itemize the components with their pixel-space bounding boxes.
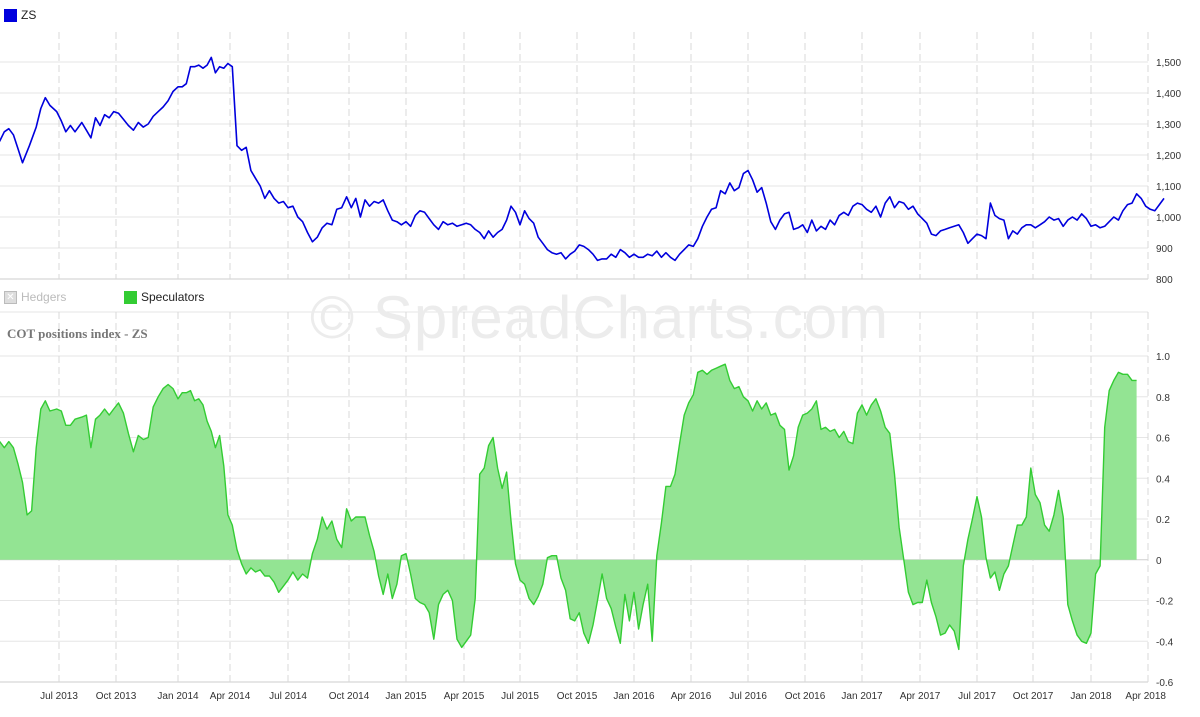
speculators-area xyxy=(0,363,1137,651)
speculators-line xyxy=(0,363,1137,651)
y-tick-label-top: 900 xyxy=(1156,244,1173,255)
x-tick-label: Oct 2013 xyxy=(96,691,137,702)
x-tick-label: Oct 2017 xyxy=(1013,691,1054,702)
x-tick-label: Apr 2016 xyxy=(671,691,712,702)
x-tick-label: Apr 2014 xyxy=(210,691,251,702)
y-tick-label-top: 1,000 xyxy=(1156,213,1181,224)
y-tick-label-bottom: 0.8 xyxy=(1156,393,1170,404)
speculators-legend-swatch xyxy=(124,290,137,304)
zs-legend-swatch xyxy=(4,8,17,22)
y-tick-label-bottom: -0.6 xyxy=(1156,678,1174,689)
x-tick-label: Jan 2014 xyxy=(157,691,199,702)
legend-speculators[interactable]: Speculators xyxy=(124,290,204,304)
x-tick-label: Jul 2013 xyxy=(40,691,78,702)
x-tick-label: Jul 2015 xyxy=(501,691,539,702)
x-tick-label: Jul 2016 xyxy=(729,691,767,702)
hedgers-legend-icon: ✕ xyxy=(4,290,17,304)
y-tick-label-top: 800 xyxy=(1156,275,1173,286)
y-tick-label-bottom: 1.0 xyxy=(1156,352,1170,363)
zs-series-line xyxy=(0,56,1165,262)
hedgers-legend-label: Hedgers xyxy=(21,290,67,304)
zs-price-line xyxy=(0,56,1165,262)
x-tick-label: Apr 2017 xyxy=(900,691,941,702)
speculators-area-fill xyxy=(0,364,1137,650)
y-tick-label-bottom: 0.2 xyxy=(1156,515,1170,526)
y-tick-label-bottom: 0.6 xyxy=(1156,434,1170,445)
legend-zs[interactable]: ZS xyxy=(4,8,36,22)
x-axis-labels: Jul 2013 Oct 2013 Jan 2014 Apr 2014 Jul 2014… xyxy=(40,691,1166,702)
x-tick-label: Oct 2015 xyxy=(557,691,598,702)
y-tick-label-top: 1,300 xyxy=(1156,120,1181,131)
y-axis-labels: 1,500 1,400 1,300 1,200 1,100 1,000 900 800 1.0 0… xyxy=(1156,58,1181,689)
x-tick-label: Jan 2017 xyxy=(841,691,883,702)
x-tick-label: Jan 2016 xyxy=(613,691,655,702)
legend-hedgers[interactable]: ✕ Hedgers xyxy=(4,290,66,304)
y-tick-label-top: 1,400 xyxy=(1156,89,1181,100)
x-tick-label: Apr 2015 xyxy=(444,691,485,702)
x-tick-label: Jan 2015 xyxy=(385,691,427,702)
watermark: © SpreadCharts.com xyxy=(310,284,890,351)
y-tick-label-top: 1,100 xyxy=(1156,182,1181,193)
speculators-legend-label: Speculators xyxy=(141,290,205,304)
y-tick-label-top: 1,200 xyxy=(1156,151,1181,162)
x-tick-label: Oct 2016 xyxy=(785,691,826,702)
y-tick-label-bottom: 0.4 xyxy=(1156,474,1170,485)
lower-chart-title: COT positions index - ZS xyxy=(7,326,148,341)
x-tick-label: Jul 2014 xyxy=(269,691,307,702)
y-tick-label-bottom: 0 xyxy=(1156,556,1162,567)
y-tick-label-bottom: -0.2 xyxy=(1156,597,1174,608)
y-tick-label-top: 1,500 xyxy=(1156,58,1181,69)
x-tick-label: Jan 2018 xyxy=(1070,691,1112,702)
x-tick-label: Apr 2018 xyxy=(1125,691,1166,702)
zs-legend-label: ZS xyxy=(21,8,37,22)
y-tick-label-bottom: -0.4 xyxy=(1156,637,1174,648)
x-tick-label: Oct 2014 xyxy=(329,691,370,702)
x-tick-label: Jul 2017 xyxy=(958,691,996,702)
